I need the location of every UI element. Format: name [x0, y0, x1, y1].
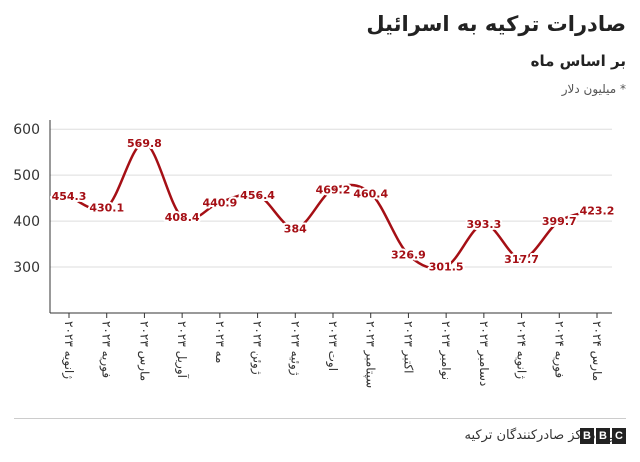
bbc-logo: B B C	[580, 428, 626, 444]
data-label-halo: 430.1	[89, 201, 124, 214]
data-label-halo: 384	[284, 222, 307, 235]
data-label: 317.7	[504, 253, 539, 266]
data-label-halo: 469.2	[316, 183, 351, 196]
x-tick-label: اوت ۲۰۲۳	[325, 321, 340, 371]
data-label-halo: 317.7	[504, 253, 539, 266]
series-line-layer	[68, 141, 598, 270]
data-label-halo: 456.4	[240, 189, 275, 202]
data-label-halo: 399.7	[542, 215, 577, 228]
y-tick-label: 500	[13, 168, 40, 184]
footer-divider	[14, 418, 626, 419]
data-label: 430.1	[89, 201, 124, 214]
data-label-halo: 423.2	[580, 204, 615, 217]
data-label-layer: 454.3454.3430.1430.1569.8569.8408.4408.4…	[50, 135, 617, 275]
chart-subtitle: بر اساس ماه	[530, 52, 626, 70]
x-tick-label: مارس ۲۰۲۳	[136, 321, 151, 381]
data-label: 423.2	[580, 204, 615, 217]
data-label: 454.3	[52, 190, 87, 203]
data-label-halo: 440.9	[202, 196, 237, 209]
data-label-halo: 326.9	[391, 249, 426, 262]
x-tick-label: فوریه ۲۰۲۴	[551, 321, 566, 378]
data-label: 569.8	[127, 137, 162, 150]
data-label-halo: 569.8	[127, 137, 162, 150]
grid-layer	[50, 128, 612, 268]
y-tick-labels: 300 400 500 600	[13, 122, 40, 276]
data-label: 440.9	[202, 196, 237, 209]
data-label: 399.7	[542, 215, 577, 228]
data-label: 469.2	[316, 183, 351, 196]
x-tick-label: مارس ۲۰۲۴	[589, 321, 604, 381]
x-tick-labels: ژانویه ۲۰۲۳ فوریه ۲۰۲۳ مارس ۲۰۲۳ آوریل ۲۰۲۳…	[61, 321, 604, 388]
x-tick-label: مه ۲۰۲۳	[213, 321, 227, 363]
x-tick-label: ژوئن ۲۰۲۳	[250, 321, 265, 375]
series-line	[68, 141, 598, 270]
data-label: 456.4	[240, 189, 275, 202]
y-tick-label: 600	[13, 122, 40, 138]
data-label: 460.4	[353, 187, 388, 200]
logo-letter: B	[580, 428, 594, 444]
x-tick-label: ژوئیه ۲۰۲۳	[287, 321, 302, 376]
y-tick-label: 300	[13, 260, 40, 276]
unit-note: * میلیون دلار	[561, 82, 626, 96]
data-label-halo: 301.5	[429, 260, 464, 273]
y-tick-label: 400	[13, 214, 40, 230]
data-label: 408.4	[165, 211, 200, 224]
data-label-halo: 460.4	[353, 187, 388, 200]
chart-title: صادرات ترکیه به اسرائیل	[366, 12, 626, 36]
data-label: 301.5	[429, 260, 464, 273]
logo-letter: C	[612, 428, 626, 444]
data-label-halo: 393.3	[466, 218, 501, 231]
x-tick-label: سپتامبر ۲۰۲۳	[363, 321, 378, 388]
data-label-halo: 454.3	[52, 190, 87, 203]
data-label-halo: 408.4	[165, 211, 200, 224]
x-tick-label: ژانویه ۲۰۲۴	[514, 321, 529, 379]
data-label: 326.9	[391, 249, 426, 262]
data-label: 393.3	[466, 218, 501, 231]
data-label: 384	[284, 222, 307, 235]
x-tick-label: نوامبر ۲۰۲۳	[438, 321, 453, 380]
logo-letter: B	[596, 428, 610, 444]
x-tick-label: ژانویه ۲۰۲۳	[61, 321, 76, 379]
x-tick-label: فوریه ۲۰۲۳	[99, 321, 114, 378]
x-tick-label: اکتبر ۲۰۲۳	[400, 321, 415, 374]
x-tick-label: آوریل ۲۰۲۳	[174, 321, 190, 379]
x-tick-label: دسامبر ۲۰۲۳	[476, 321, 491, 386]
axis-layer	[49, 120, 612, 318]
